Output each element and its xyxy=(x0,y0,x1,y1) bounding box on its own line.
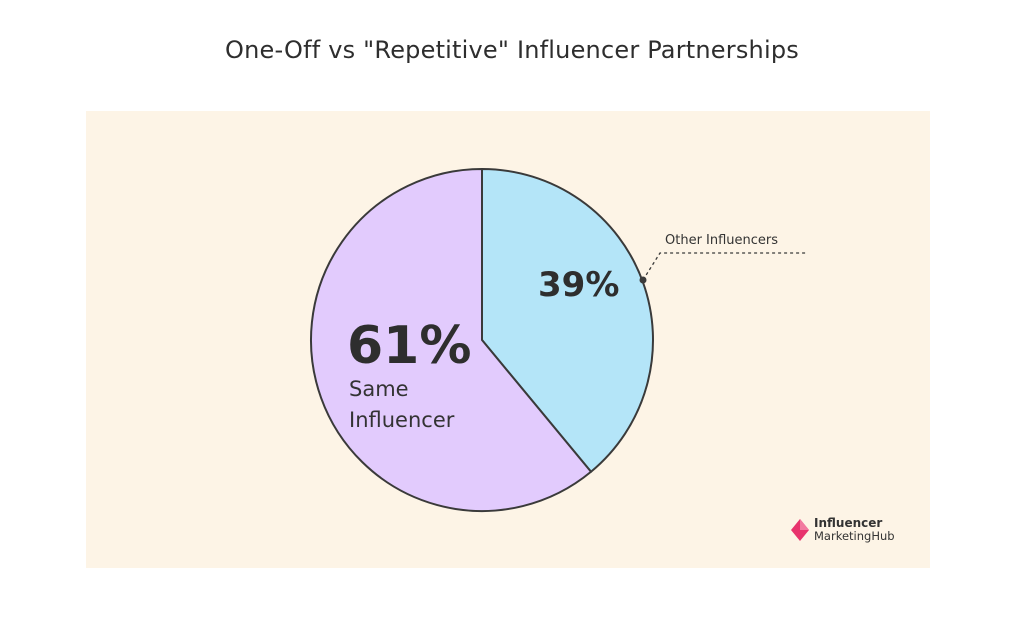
brand-logo: Influencer MarketingHub xyxy=(790,516,895,544)
other-influencers-leader-line xyxy=(642,252,806,281)
pie-slices xyxy=(310,168,655,512)
same-influencer-label-line1: Same xyxy=(349,377,409,401)
same-influencer-value: 61% xyxy=(347,316,471,376)
other-influencers-value: 39% xyxy=(538,265,619,305)
brand-name-line1: Influencer xyxy=(814,516,883,530)
chart-title: One-Off vs "Repetitive" Influencer Partn… xyxy=(225,36,799,64)
other-influencers-leader-dot xyxy=(639,276,647,284)
brand-name-line2: MarketingHub xyxy=(814,529,895,543)
other-influencers-label: Other Influencers xyxy=(665,233,778,248)
same-influencer-label-line2: Influencer xyxy=(349,408,455,432)
pie-slice-same-influencer xyxy=(310,168,592,512)
diamond-logo-icon xyxy=(791,519,809,541)
